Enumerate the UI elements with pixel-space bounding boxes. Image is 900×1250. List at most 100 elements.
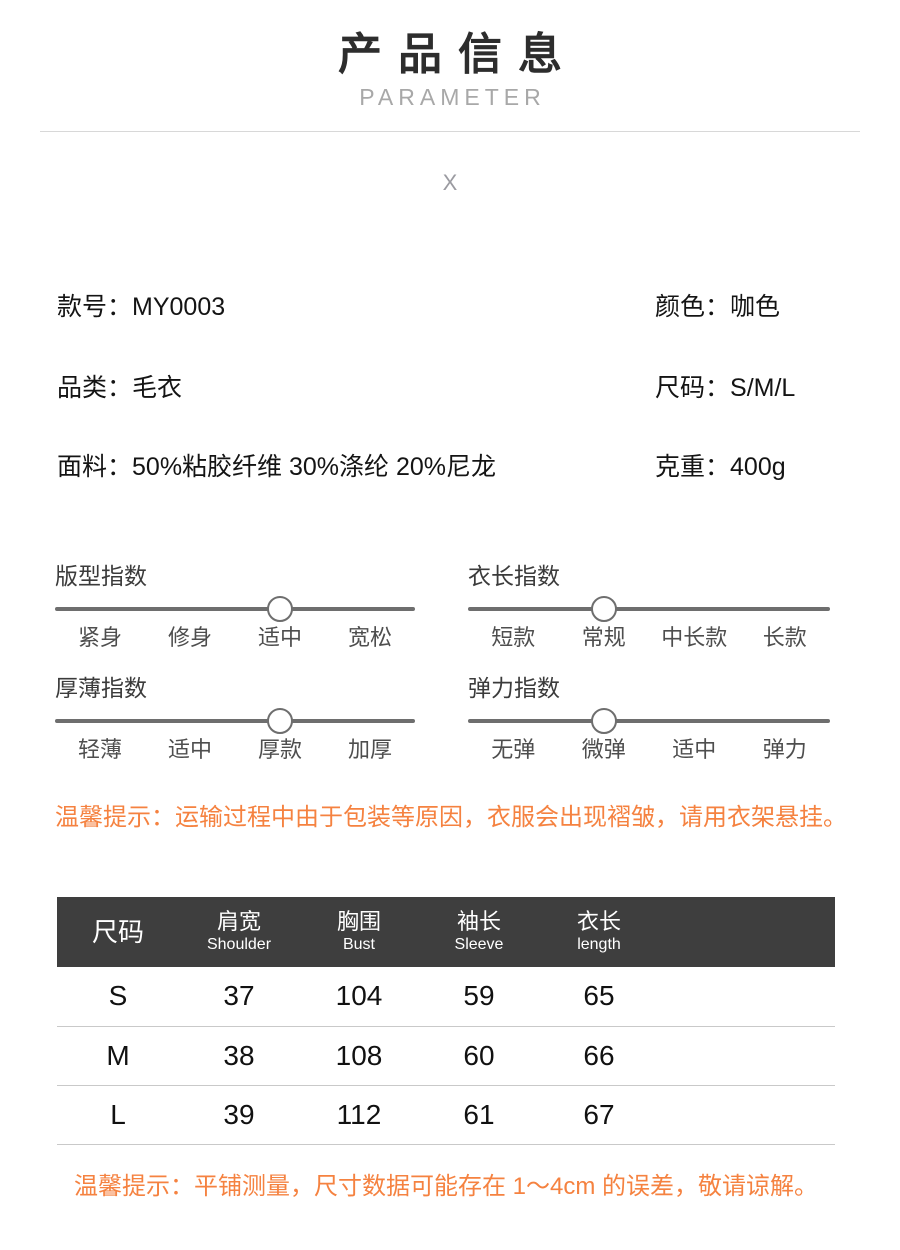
column-header-size: 尺码 [57,897,179,967]
size-cell: M [106,1039,130,1071]
index-title: 弹力指数 [468,675,560,701]
spec-label: 面料： [57,453,133,481]
spec-fabric: 面料：50%粘胶纤维 30%涤纶 20%尼龙 [57,451,496,483]
slider-label: 加厚 [347,737,392,762]
column-header-zh: 肩宽 [216,909,261,934]
index-title: 衣长指数 [468,563,560,589]
page-subtitle: PARAMETER [359,84,546,110]
value-cell: 60 [463,1039,495,1071]
header-divider [40,131,860,132]
spec-value: 咖色 [730,293,781,321]
slider-label: 长款 [762,625,807,650]
spec-label: 款号： [57,293,133,321]
spec-label: 克重： [655,453,731,481]
value-cell: 66 [583,1039,615,1071]
slider-label: 中长款 [661,625,728,650]
spec-label: 尺码： [655,374,731,402]
slider-label-row: 紧身 修身 适中 宽松 [55,624,415,652]
slider-track [468,595,830,623]
slider-label: 紧身 [77,625,122,650]
slider-track [468,707,830,735]
index-card-stretch: 弹力指数 无弹 微弹 适中 弹力 [468,674,830,764]
value-cell: 38 [223,1039,255,1071]
slider-label: 宽松 [347,625,392,650]
slider-label: 弹力 [762,737,807,762]
slider-label: 短款 [491,625,536,650]
column-header-en: Shoulder [206,936,272,953]
size-cell: S [108,980,128,1012]
spec-color: 颜色：咖色 [655,291,780,323]
index-card-length: 衣长指数 短款 常规 中长款 长款 [468,562,830,652]
value-cell: 65 [583,980,615,1012]
spec-style-number: 款号：MY0003 [57,291,225,323]
table-row-l: L 39 112 61 67 [57,1085,835,1144]
index-card-fit: 版型指数 紧身 修身 适中 宽松 [55,562,415,652]
slider-label: 微弹 [581,737,626,762]
value-cell: 37 [223,980,255,1012]
spec-value: 50%粘胶纤维 30%涤纶 20%尼龙 [132,453,497,481]
slider-track-line [55,607,415,611]
slider-label: 修身 [167,625,212,650]
column-header-zh: 尺码 [91,917,144,947]
index-card-thickness: 厚薄指数 轻薄 适中 厚款 加厚 [55,674,415,764]
column-header-shoulder: 肩宽 Shoulder [179,897,299,967]
value-cell: 112 [336,1098,382,1130]
slider-label-row: 轻薄 适中 厚款 加厚 [55,736,415,764]
slider-track [55,595,415,623]
value-cell: 61 [463,1098,495,1130]
spec-value: S/M/L [730,374,796,402]
spec-label: 颜色： [655,293,731,321]
slider-knob [590,596,617,622]
column-header-zh: 衣长 [576,909,621,934]
spec-value: MY0003 [132,293,226,321]
slider-label: 常规 [581,625,626,650]
column-header-sleeve: 袖长 Sleeve [419,897,539,967]
size-table: 尺码 肩宽 Shoulder 胸围 Bust 袖长 Sleeve 衣长 leng… [57,897,835,1145]
column-header-zh: 袖长 [456,909,501,934]
slider-label: 适中 [257,625,302,650]
value-cell: 67 [583,1098,615,1130]
column-header-en: Sleeve [454,936,504,953]
column-header-filler [659,897,835,967]
tip-shipping: 温馨提示：运输过程中由于包装等原因，衣服会出现褶皱，请用衣架悬挂。 [55,804,847,831]
spec-weight: 克重：400g [655,451,786,483]
value-cell: 39 [223,1098,255,1130]
value-cell: 104 [335,980,383,1012]
broken-image-placeholder-icon: X [442,170,458,195]
slider-label-row: 短款 常规 中长款 长款 [468,624,830,652]
column-header-en: length [577,936,621,953]
spec-value: 400g [730,453,786,481]
tip-measurement: 温馨提示：平铺测量，尺寸数据可能存在 1～4cm 的误差，敬请谅解。 [73,1173,819,1200]
filler-cell [659,1085,835,1144]
slider-label: 轻薄 [77,737,122,762]
filler-cell [659,967,835,1026]
slider-label: 无弹 [491,737,536,762]
slider-track [55,707,415,735]
slider-track-line [468,607,830,611]
spec-category: 品类：毛衣 [57,372,182,404]
column-header-zh: 胸围 [336,909,381,934]
column-header-bust: 胸围 Bust [299,897,419,967]
slider-label-row: 无弹 微弹 适中 弹力 [468,736,830,764]
slider-label: 适中 [167,737,212,762]
slider-label: 厚款 [257,737,302,762]
filler-cell [659,1026,835,1085]
slider-knob [267,708,293,734]
slider-knob [590,708,617,734]
size-cell: L [110,1098,126,1130]
table-header-row: 尺码 肩宽 Shoulder 胸围 Bust 袖长 Sleeve 衣长 leng… [57,897,835,967]
value-cell: 59 [463,980,495,1012]
spec-label: 品类： [57,374,133,402]
slider-label: 适中 [672,737,717,762]
spec-size-range: 尺码：S/M/L [655,372,795,404]
column-header-length: 衣长 length [539,897,659,967]
slider-track-line [468,719,830,723]
index-title: 版型指数 [55,563,147,589]
table-row-m: M 38 108 60 66 [57,1026,835,1085]
table-row-s: S 37 104 59 65 [57,967,835,1026]
index-title: 厚薄指数 [55,675,147,701]
page-title: 产品信息 [338,30,578,79]
slider-track-line [55,719,415,723]
column-header-en: Bust [342,936,375,953]
slider-knob [267,596,293,622]
